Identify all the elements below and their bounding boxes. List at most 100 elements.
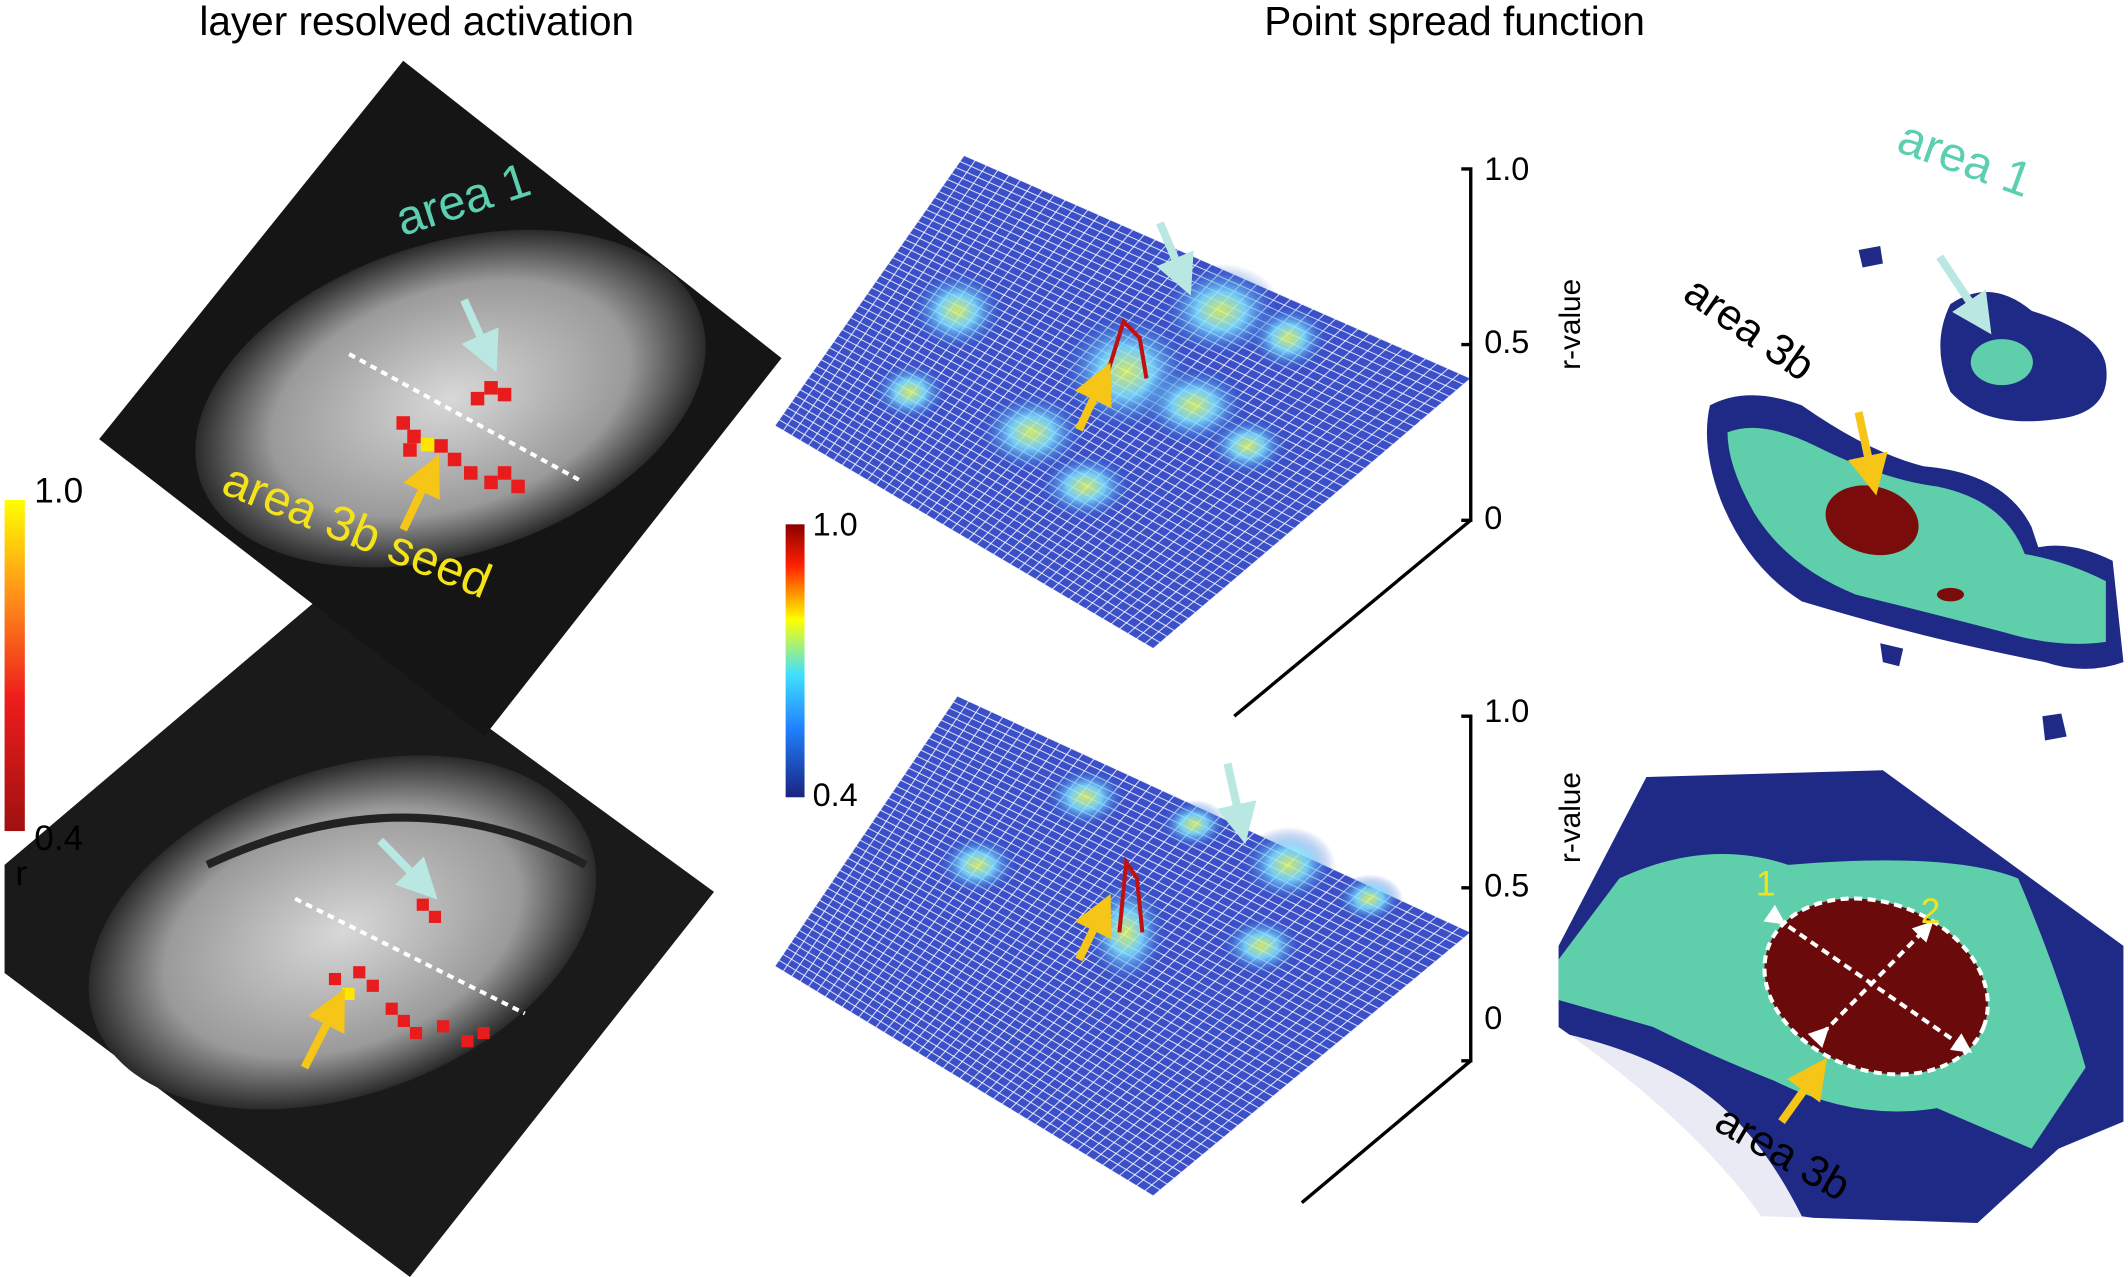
mesh-line bbox=[791, 401, 1182, 626]
mesh-line bbox=[1026, 853, 1300, 1120]
mesh-peak bbox=[1241, 827, 1336, 903]
mesh-line bbox=[790, 941, 1182, 1173]
z-tick-label: 1.0 bbox=[1484, 151, 1529, 187]
mesh-line bbox=[1068, 328, 1359, 600]
mesh-line bbox=[847, 857, 1281, 1091]
mesh-line bbox=[808, 716, 1004, 987]
mesh-line bbox=[1152, 377, 1472, 650]
colorbar-label: r bbox=[15, 854, 27, 893]
mesh-line bbox=[816, 721, 1015, 993]
mesh-line bbox=[908, 767, 1387, 1004]
mesh-line bbox=[774, 965, 1154, 1197]
mesh-line bbox=[1043, 863, 1323, 1130]
mesh-line bbox=[1136, 921, 1449, 1187]
mesh-line bbox=[1102, 348, 1404, 620]
mesh-line bbox=[782, 953, 1168, 1185]
mesh-line bbox=[795, 395, 1189, 620]
mesh-line bbox=[774, 155, 965, 426]
z-axis-label: r-value bbox=[1554, 279, 1587, 370]
colorbar bbox=[785, 524, 805, 798]
colorbar-label: 0.4 bbox=[34, 819, 83, 858]
mesh-peak bbox=[1085, 878, 1167, 987]
mesh-line bbox=[892, 224, 1123, 496]
mesh-line bbox=[917, 784, 1152, 1054]
mesh-line bbox=[1110, 353, 1415, 625]
mesh-line bbox=[1085, 338, 1382, 610]
mesh-line bbox=[843, 863, 1274, 1097]
mesh-peak bbox=[1103, 317, 1149, 379]
colorbar-label: 0.4 bbox=[813, 777, 858, 813]
mesh-line bbox=[912, 761, 1394, 998]
mesh-line bbox=[819, 899, 1232, 1132]
arrow bbox=[1074, 362, 1112, 432]
mesh-line bbox=[808, 377, 1210, 602]
mesh-line bbox=[778, 959, 1161, 1191]
mesh-line bbox=[1110, 905, 1415, 1171]
mesh-line bbox=[916, 755, 1401, 992]
mesh-line bbox=[833, 732, 1038, 1003]
mesh bbox=[774, 154, 1472, 650]
z-tick-label: 0.5 bbox=[1484, 324, 1529, 360]
mesh-peak bbox=[1038, 452, 1133, 521]
mesh-peak bbox=[1335, 874, 1404, 923]
mesh-line bbox=[803, 383, 1203, 608]
mesh-line bbox=[802, 923, 1203, 1156]
mesh-line bbox=[920, 749, 1408, 986]
mesh-peak bbox=[936, 835, 1019, 895]
arrow bbox=[1156, 221, 1194, 296]
mesh-line bbox=[1035, 858, 1312, 1125]
mesh-line bbox=[1144, 373, 1460, 645]
mesh-plots bbox=[774, 154, 1472, 1197]
arrow bbox=[1216, 762, 1257, 845]
mesh-peak bbox=[1045, 767, 1127, 828]
colorbar bbox=[4, 499, 25, 832]
mesh-line bbox=[851, 851, 1288, 1086]
mesh-line bbox=[782, 413, 1168, 638]
mesh-line bbox=[934, 249, 1179, 521]
mesh-line bbox=[778, 419, 1161, 644]
mesh-line bbox=[787, 407, 1175, 632]
mesh-line bbox=[824, 727, 1027, 998]
mesh-line bbox=[908, 234, 1145, 506]
arrow bbox=[1074, 893, 1112, 962]
mesh-line bbox=[782, 160, 976, 431]
mesh-line bbox=[782, 700, 970, 972]
mesh-line bbox=[1093, 895, 1392, 1161]
mesh-line bbox=[1085, 889, 1380, 1156]
mesh-line bbox=[823, 893, 1239, 1127]
mesh-line bbox=[900, 229, 1134, 501]
mesh-line bbox=[942, 800, 1186, 1069]
mesh-line bbox=[774, 695, 958, 967]
mesh-line bbox=[925, 244, 1168, 516]
mesh-line bbox=[934, 795, 1175, 1064]
mri-image bbox=[99, 60, 782, 737]
mesh-line bbox=[815, 905, 1225, 1138]
z-axis bbox=[1233, 167, 1473, 1204]
mesh-line bbox=[827, 887, 1246, 1121]
colorbar-label: 1.0 bbox=[34, 472, 83, 511]
contour-map bbox=[1706, 245, 2124, 741]
title: layer resolved activation bbox=[199, 0, 634, 44]
mesh-line bbox=[1152, 931, 1472, 1197]
mesh-peak bbox=[1117, 856, 1145, 933]
mesh-line bbox=[1136, 368, 1449, 640]
mesh-peak bbox=[1220, 916, 1302, 976]
mesh-line bbox=[883, 219, 1111, 491]
mesh-line bbox=[791, 706, 981, 977]
z-tick-label: 1.0 bbox=[1484, 693, 1529, 729]
mesh-line bbox=[1127, 916, 1437, 1182]
title: Point spread function bbox=[1264, 0, 1645, 44]
mesh-line bbox=[806, 917, 1210, 1150]
z-tick-label: 0 bbox=[1484, 500, 1502, 536]
mesh-line bbox=[1068, 879, 1358, 1146]
mesh-line bbox=[1102, 900, 1403, 1166]
mesh-line bbox=[875, 214, 1100, 486]
label: area 1 bbox=[1891, 110, 2039, 208]
mesh-line bbox=[1051, 868, 1335, 1136]
mesh-peak bbox=[872, 362, 948, 422]
mesh-line bbox=[925, 790, 1164, 1059]
colorbar-label: 1.0 bbox=[813, 507, 858, 543]
mesh-peak bbox=[1159, 799, 1228, 849]
mesh-peak bbox=[1247, 304, 1329, 372]
